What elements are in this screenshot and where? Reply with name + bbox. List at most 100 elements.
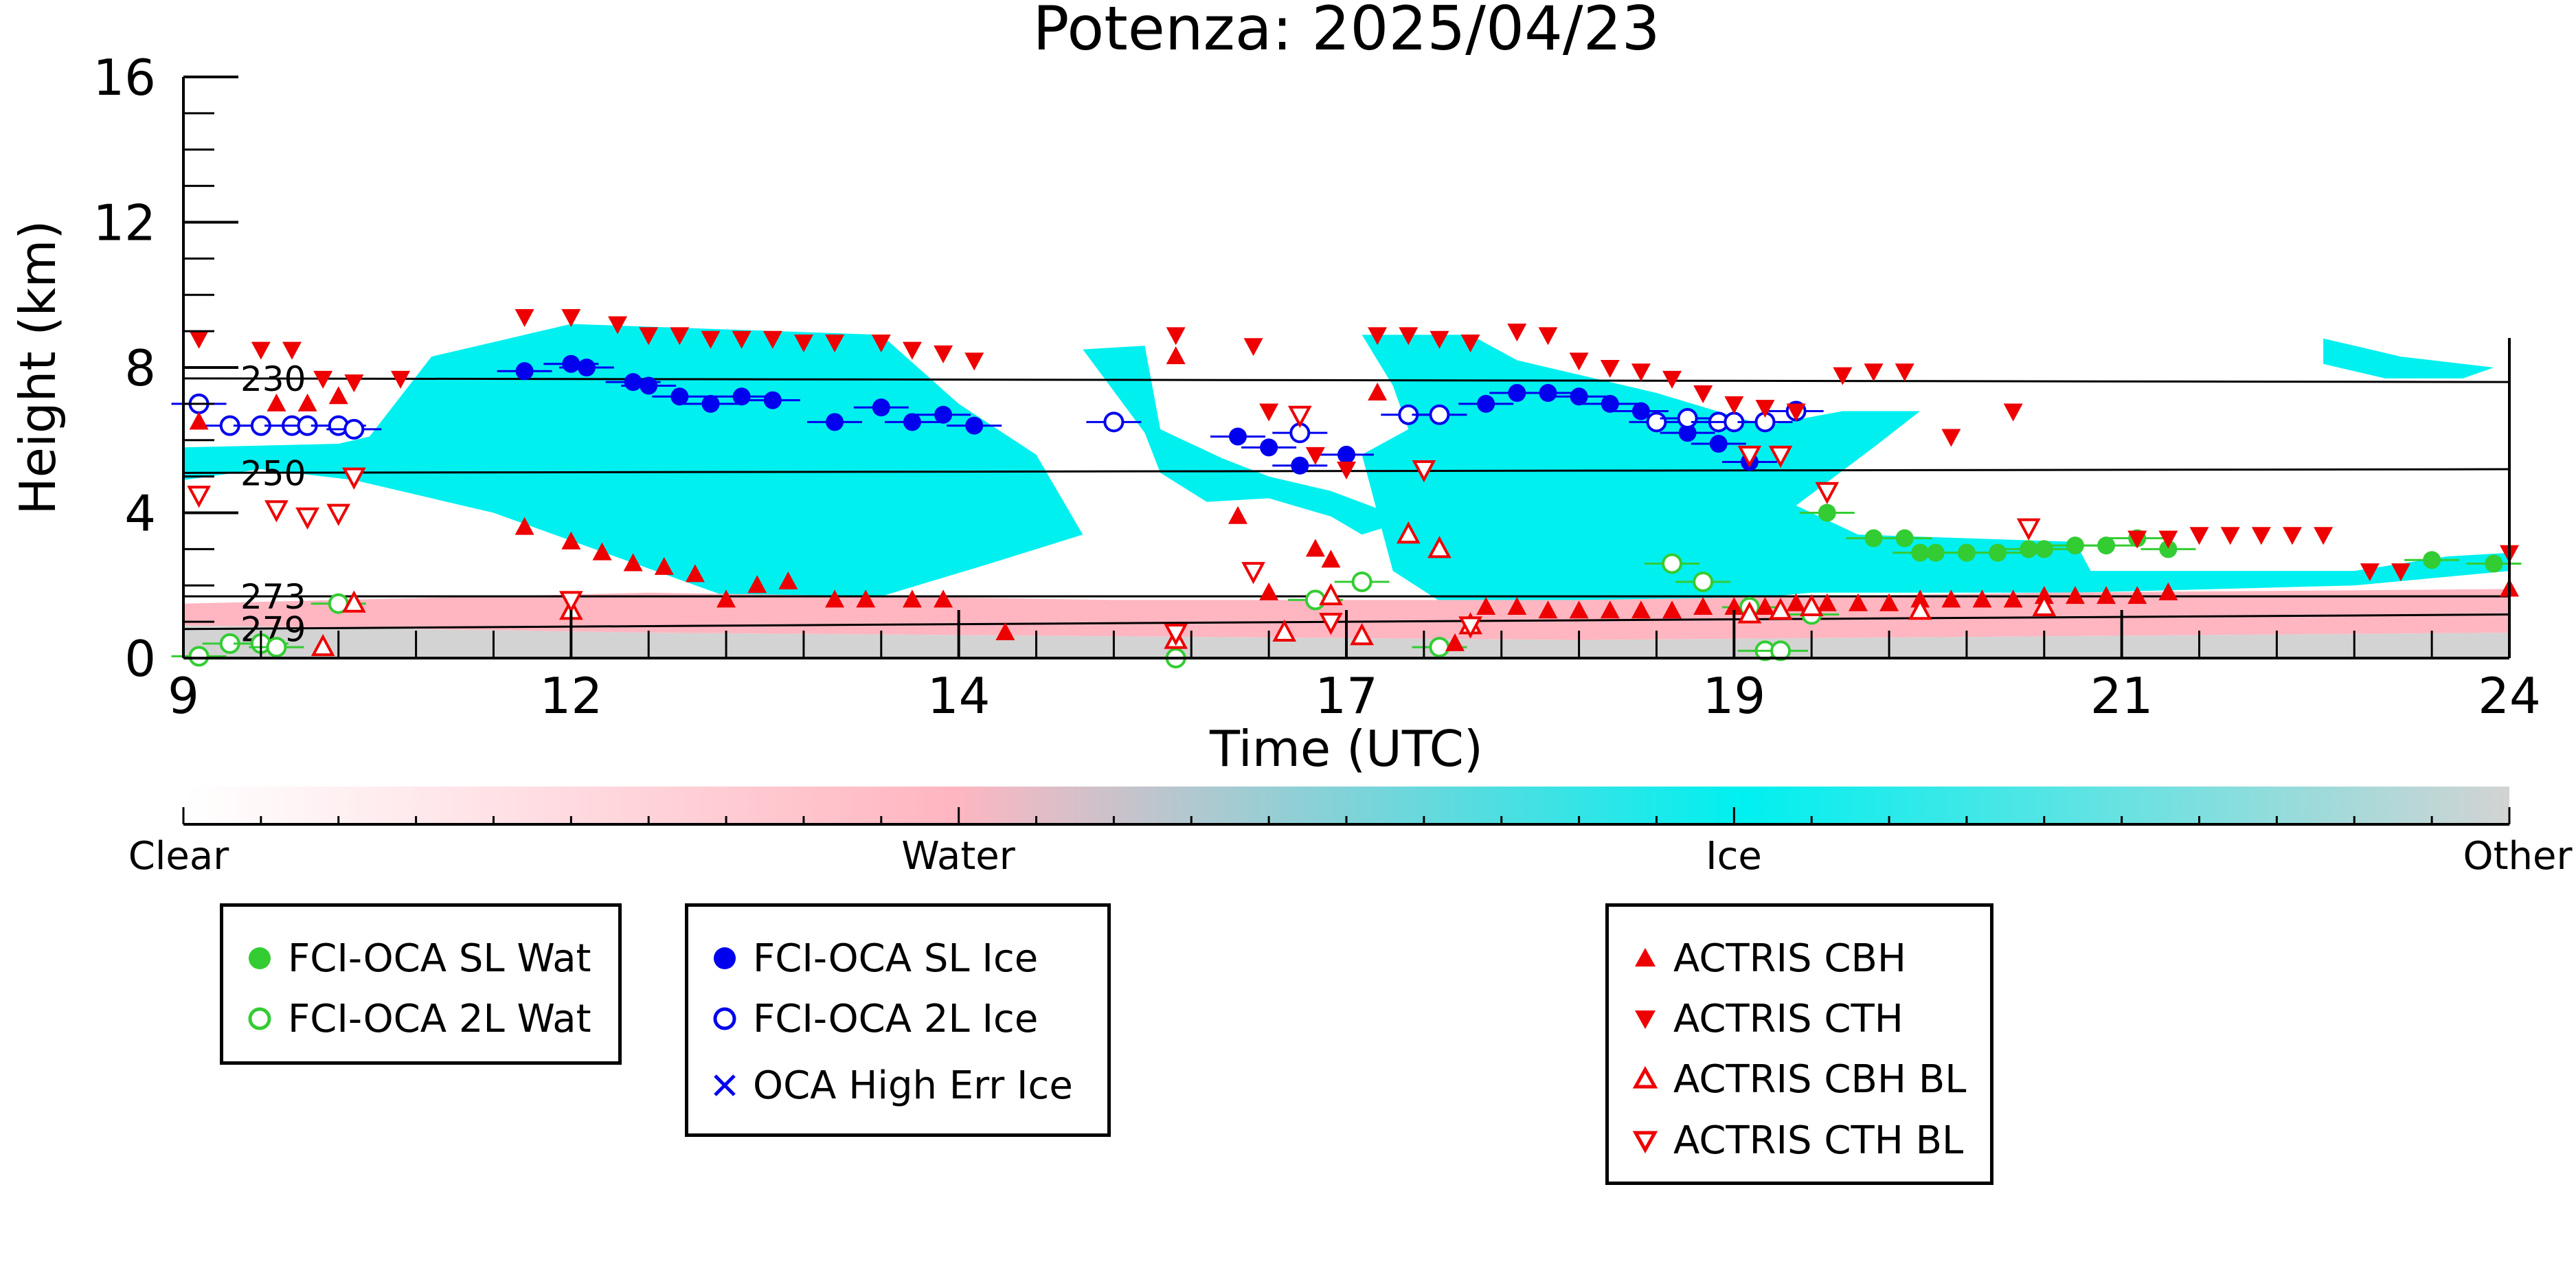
actris-cth-bl-point-14 bbox=[1815, 482, 1840, 504]
actris-cth-point-26 bbox=[1399, 327, 1419, 346]
fci-oca-sl-ice-point-10 bbox=[872, 398, 890, 417]
legend-item-cbh: ACTRIS CBH bbox=[1609, 934, 1990, 982]
actris-cth-point-29 bbox=[1507, 324, 1527, 342]
legend-label: FCI-OCA 2L Wat bbox=[288, 996, 591, 1041]
actris-cbh-point-38 bbox=[1879, 593, 1899, 611]
actris-cbh-point-28 bbox=[1569, 600, 1589, 619]
fci-oca-sl-ice-point-17 bbox=[1337, 445, 1355, 464]
actris-cth-point-23 bbox=[1305, 447, 1325, 465]
legend-label: ACTRIS CBH bbox=[1673, 936, 1907, 981]
actris-cth-bl-point-12 bbox=[1737, 445, 1762, 468]
actris-cth-point-14 bbox=[793, 334, 813, 352]
fci-oca-sl-ice-point-4 bbox=[640, 376, 658, 395]
fci-oca-sl-ice-point-21 bbox=[1570, 387, 1588, 406]
fci-oca-2l-ice-point-12 bbox=[1677, 408, 1698, 429]
actris-cth-point-1 bbox=[251, 341, 271, 360]
actris-cth-point-30 bbox=[1538, 327, 1558, 346]
colorbar-label-other: Other bbox=[2463, 834, 2573, 879]
cloud-region-ice-1 bbox=[1083, 346, 1409, 535]
actris-cbh-point-21 bbox=[1305, 539, 1325, 557]
actris-cth-bl-point-5 bbox=[558, 591, 583, 613]
fci-oca-sl-wat-point-12 bbox=[2159, 540, 2178, 558]
open-circle-green-icon bbox=[248, 1007, 271, 1030]
actris-cth-bl-point-4 bbox=[341, 467, 366, 490]
fci-oca-2l-wat-point-10 bbox=[1693, 571, 1714, 592]
actris-cth-point-48 bbox=[2251, 527, 2271, 545]
fci-oca-sl-ice-point-12 bbox=[934, 405, 953, 424]
actris-cbh-point-9 bbox=[685, 564, 705, 583]
cloud-region-ice-3 bbox=[2323, 338, 2494, 379]
actris-cbh-point-45 bbox=[2097, 586, 2116, 605]
actris-cth-point-43 bbox=[2003, 403, 2023, 422]
actris-cth-bl-point-13 bbox=[1768, 445, 1793, 468]
actris-cth-point-11 bbox=[701, 330, 721, 349]
fci-oca-2l-wat-point-7 bbox=[1351, 571, 1372, 592]
fci-oca-sl-ice-point-8 bbox=[763, 391, 782, 409]
actris-cbh-point-36 bbox=[1817, 593, 1837, 611]
actris-cbh-point-4 bbox=[515, 517, 534, 535]
legend-ice: FCI-OCA SL Ice FCI-OCA 2L Ice OCA High E… bbox=[685, 903, 1111, 1137]
actris-cth-bl-point-3 bbox=[326, 504, 351, 526]
actris-cbh-point-31 bbox=[1662, 600, 1682, 619]
fci-oca-sl-ice-point-13 bbox=[965, 416, 984, 435]
actris-cbh-point-22 bbox=[1321, 550, 1341, 568]
actris-cth-point-13 bbox=[762, 330, 782, 349]
actris-cbh-point-41 bbox=[1972, 589, 1992, 608]
cloud-region-ice-2 bbox=[1362, 335, 2509, 611]
actris-cth-point-21 bbox=[1243, 338, 1263, 357]
actris-cbh-bl-point-8 bbox=[1427, 536, 1451, 558]
cross-blue-icon bbox=[714, 1074, 736, 1096]
actris-cth-point-27 bbox=[1430, 330, 1449, 349]
legend-item-2l-ice: FCI-OCA 2L Ice bbox=[688, 995, 1107, 1043]
actris-cth-bl-point-15 bbox=[2016, 518, 2041, 541]
fci-oca-sl-wat-point-5 bbox=[1957, 543, 1976, 562]
actris-cth-point-40 bbox=[1864, 363, 1884, 382]
legend-label: ACTRIS CBH BL bbox=[1673, 1057, 1967, 1102]
actris-cbh-point-44 bbox=[2065, 586, 2085, 605]
actris-cth-point-3 bbox=[313, 370, 333, 389]
actris-cth-point-41 bbox=[1895, 363, 1914, 382]
fci-oca-sl-ice-point-1 bbox=[562, 354, 580, 373]
fci-oca-sl-ice-point-19 bbox=[1508, 384, 1526, 403]
legend-label: ACTRIS CTH bbox=[1673, 996, 1903, 1041]
actris-cbh-point-3 bbox=[328, 386, 348, 405]
actris-cth-bl-point-2 bbox=[295, 507, 319, 530]
fci-oca-2l-wat-point-0 bbox=[188, 646, 210, 667]
fci-oca-sl-wat-point-4 bbox=[1926, 543, 1945, 562]
actris-cth-point-25 bbox=[1368, 327, 1388, 346]
fci-oca-sl-ice-point-25 bbox=[1709, 435, 1728, 453]
actris-cbh-point-29 bbox=[1600, 600, 1620, 619]
legend-water: FCI-OCA SL Wat FCI-OCA 2L Wat bbox=[220, 903, 622, 1065]
actris-cth-point-6 bbox=[515, 308, 534, 327]
actris-cbh-point-15 bbox=[902, 589, 922, 608]
x-tick-label-9: 9 bbox=[168, 667, 199, 725]
fci-oca-sl-wat-point-13 bbox=[2423, 551, 2441, 569]
actris-cbh-bl-point-13 bbox=[1908, 598, 1932, 620]
actris-cbh-point-25 bbox=[1476, 596, 1496, 615]
cloud-region-ice-0 bbox=[183, 324, 1083, 597]
fci-oca-sl-ice-point-20 bbox=[1539, 384, 1557, 403]
actris-cbh-bl-point-4 bbox=[1272, 619, 1297, 642]
x-tick-label-17: 17 bbox=[1315, 667, 1378, 725]
fci-oca-sl-wat-point-14 bbox=[2485, 554, 2503, 573]
actris-cth-point-12 bbox=[732, 330, 752, 349]
actris-cth-point-18 bbox=[934, 345, 953, 363]
actris-cth-point-0 bbox=[189, 330, 209, 349]
y-tick-label-16: 16 bbox=[93, 49, 156, 106]
fci-oca-2l-wat-point-8 bbox=[1429, 637, 1450, 658]
actris-cbh-point-23 bbox=[1368, 383, 1388, 401]
actris-cbh-point-47 bbox=[2158, 582, 2178, 600]
actris-cth-point-52 bbox=[2391, 563, 2410, 582]
actris-cbh-point-26 bbox=[1507, 596, 1527, 615]
fci-oca-sl-wat-point-1 bbox=[1864, 529, 1883, 547]
actris-cth-point-28 bbox=[1460, 334, 1480, 352]
actris-cbh-point-20 bbox=[1259, 582, 1279, 600]
y-tick-label-4: 4 bbox=[124, 485, 156, 543]
fci-oca-sl-ice-point-11 bbox=[903, 413, 921, 431]
actris-cbh-point-12 bbox=[778, 571, 798, 589]
actris-cth-point-37 bbox=[1755, 400, 1775, 418]
fci-oca-sl-ice-point-0 bbox=[515, 362, 534, 381]
colorbar-label-ice: Ice bbox=[1706, 834, 1762, 879]
actris-cth-point-15 bbox=[825, 334, 845, 352]
fci-oca-sl-ice-point-5 bbox=[670, 387, 689, 406]
